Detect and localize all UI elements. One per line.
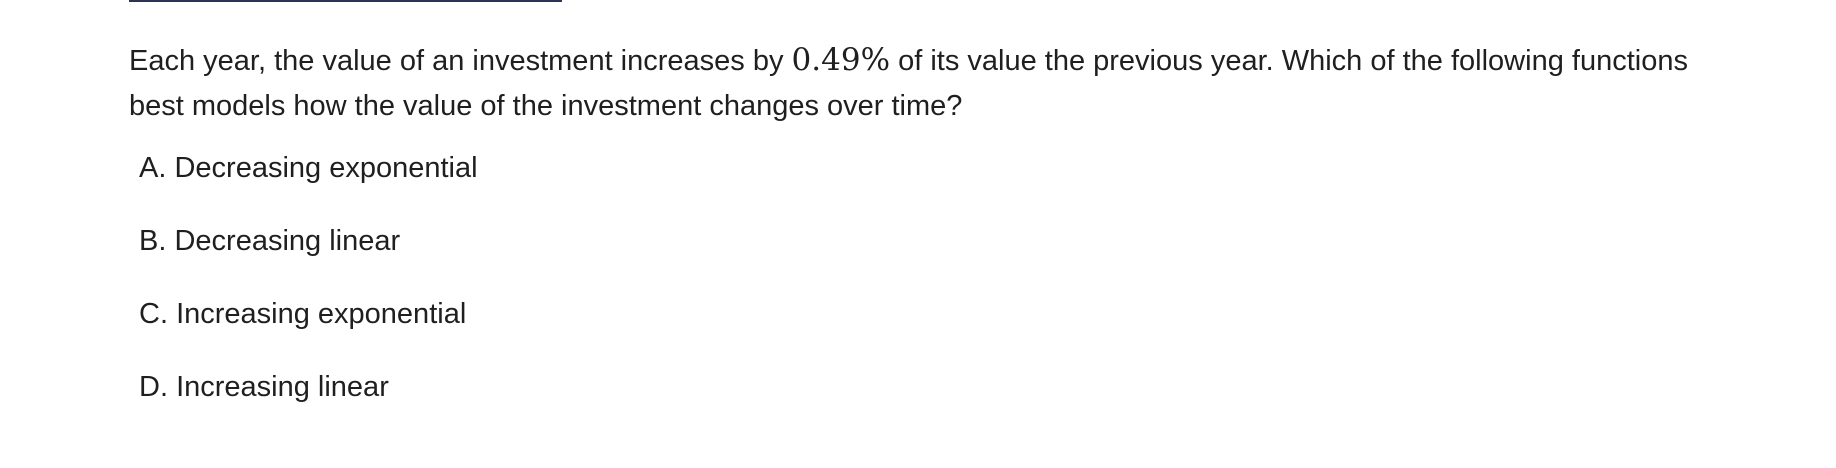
question-text-after: of its value the previous year. Which of… [129, 45, 1688, 122]
choice-letter: A. [139, 152, 167, 184]
choice-text: Increasing exponential [176, 298, 467, 330]
choice-b[interactable]: B. Decreasing linear [139, 219, 478, 292]
choice-c[interactable]: C. Increasing exponential [139, 292, 478, 365]
choice-text: Decreasing exponential [174, 152, 478, 184]
choice-text: Decreasing linear [174, 225, 401, 257]
top-divider [129, 0, 562, 2]
question-text: Each year, the value of an investment in… [129, 38, 1729, 129]
choice-letter: D. [139, 371, 168, 403]
choice-d[interactable]: D. Increasing linear [139, 365, 478, 438]
choice-a[interactable]: A. Decreasing exponential [139, 146, 478, 219]
choice-text: Increasing linear [176, 371, 389, 403]
question-text-before: Each year, the value of an investment in… [129, 45, 792, 77]
choice-letter: C. [139, 298, 168, 330]
choice-letter: B. [139, 225, 167, 257]
question-math-value: 0.49% [791, 42, 891, 78]
answer-choices: A. Decreasing exponential B. Decreasing … [139, 146, 478, 438]
